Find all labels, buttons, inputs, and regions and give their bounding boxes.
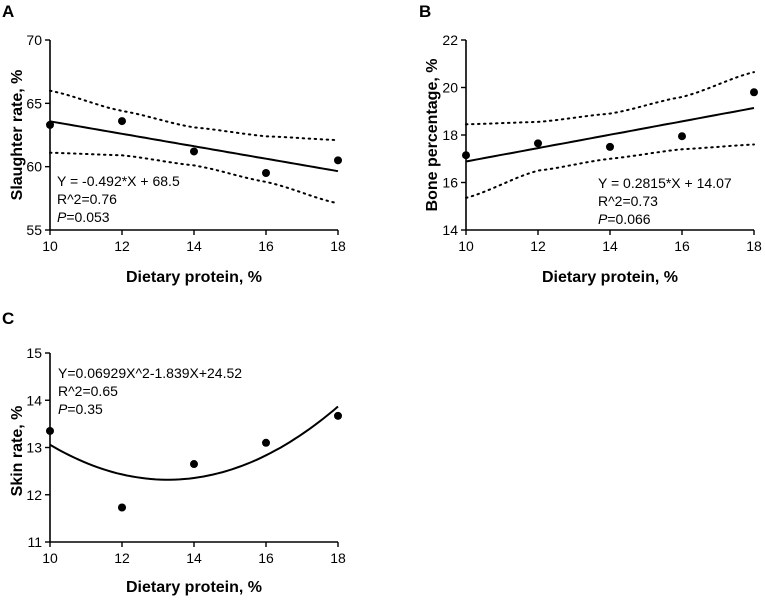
panel-b-data-point: [678, 132, 686, 141]
panel-b-x-axis-title: Dietary protein, %: [542, 269, 678, 286]
panel-c-y-tick-label: 11: [27, 534, 42, 550]
panel-b-r-squared: R^2=0.73: [598, 193, 658, 209]
panel-c-x-tick-label: 12: [114, 550, 130, 566]
panel-c-data-point: [190, 460, 198, 469]
panel-a-data-point: [46, 120, 54, 129]
panel-b-fit-line: [465, 107, 755, 163]
panel-a-data-point: [190, 147, 198, 156]
panel-b-x-tick-label: 14: [602, 238, 618, 254]
panel-a-x-tick-label: 16: [258, 238, 274, 254]
panel-b-equation: Y = 0.2815*X + 14.07: [598, 175, 732, 191]
panel-a-y-tick-label: 65: [26, 95, 42, 111]
panel-c-equation: Y=0.06929X^2-1.839X+24.52: [58, 365, 242, 381]
panel-a-y-axis-title: Slaughter rate, %: [9, 70, 26, 201]
panel-a-x-tick-label: 10: [42, 238, 58, 254]
panel-a-p-value: P=0.053: [57, 209, 110, 225]
panel-a-data-point: [118, 117, 126, 126]
panel-b-y-tick-label: 20: [442, 80, 458, 96]
panel-c-x-tick-label: 16: [258, 550, 274, 566]
panel-c-y-tick-label: 12: [26, 487, 42, 503]
panel-c-data-point: [46, 426, 54, 435]
panel-a-data-point: [334, 156, 342, 165]
panel-b-x-tick-label: 12: [530, 238, 546, 254]
panel-b-x-tick-label: 16: [674, 238, 690, 254]
panel-a-x-tick-label: 18: [330, 238, 346, 254]
panel-a-y-tick-label: 60: [26, 159, 42, 175]
panel-a-data-point: [262, 169, 270, 177]
panel-b-data-point: [534, 139, 542, 148]
panel-c: C Skin rate, % Dietary protein, % Y=0.06…: [2, 309, 346, 596]
panel-b-x-tick-label: 18: [746, 238, 762, 254]
panel-a-ci-upper: [49, 89, 339, 142]
panel-c-x-tick-label: 14: [186, 550, 202, 566]
panel-a-y-tick-label: 55: [26, 222, 42, 238]
panel-c-x-axis-title: Dietary protein, %: [126, 579, 262, 596]
panel-b-letter: B: [419, 2, 431, 21]
panel-a-x-tick-label: 12: [114, 238, 130, 254]
panel-b-x-tick-label: 10: [458, 238, 474, 254]
panel-b-data-point: [462, 151, 470, 160]
panel-c-y-tick-label: 15: [26, 345, 42, 361]
panel-c-data-point: [118, 503, 126, 512]
panel-b-ci-upper: [465, 71, 755, 126]
panel-c-data-point: [334, 411, 342, 420]
panel-b-data-point: [606, 142, 614, 151]
panel-a-ci-lower: [49, 151, 339, 205]
panel-b-data-point: [750, 88, 758, 97]
panel-c-x-tick-label: 10: [42, 550, 58, 566]
panel-b-ci-lower: [465, 143, 755, 199]
panel-c-y-tick-label: 14: [26, 392, 42, 408]
panel-b: B Bone percentage, % Dietary protein, % …: [419, 2, 762, 286]
panel-b-y-tick-label: 14: [442, 222, 458, 238]
panel-c-data-point: [262, 438, 270, 447]
panel-a: A Slaughter rate, % Dietary protein, % Y…: [2, 2, 346, 286]
panel-a-x-axis-title: Dietary protein, %: [126, 269, 262, 286]
panel-b-y-tick-label: 18: [442, 127, 458, 143]
panel-a-x-tick-label: 14: [186, 238, 202, 254]
panel-a-equation: Y = -0.492*X + 68.5: [57, 173, 180, 189]
panel-c-letter: C: [2, 309, 14, 328]
panel-c-y-axis-title: Skin rate, %: [9, 406, 26, 497]
panel-a-fit-line: [49, 120, 339, 173]
panel-c-fit-line: [49, 405, 339, 481]
panel-a-letter: A: [2, 2, 14, 21]
panel-a-r-squared: R^2=0.76: [57, 191, 117, 207]
panel-a-y-tick-label: 70: [26, 32, 42, 48]
panel-c-p-value: P=0.35: [58, 401, 103, 417]
panel-b-y-tick-label: 22: [442, 32, 458, 48]
panel-b-p-value: P=0.066: [598, 211, 651, 227]
panel-b-y-tick-label: 16: [442, 175, 458, 191]
panel-c-y-tick-label: 13: [26, 440, 42, 456]
panel-c-x-tick-label: 18: [330, 550, 346, 566]
panel-c-r-squared: R^2=0.65: [58, 383, 118, 399]
panel-b-y-axis-title: Bone percentage, %: [424, 59, 441, 212]
